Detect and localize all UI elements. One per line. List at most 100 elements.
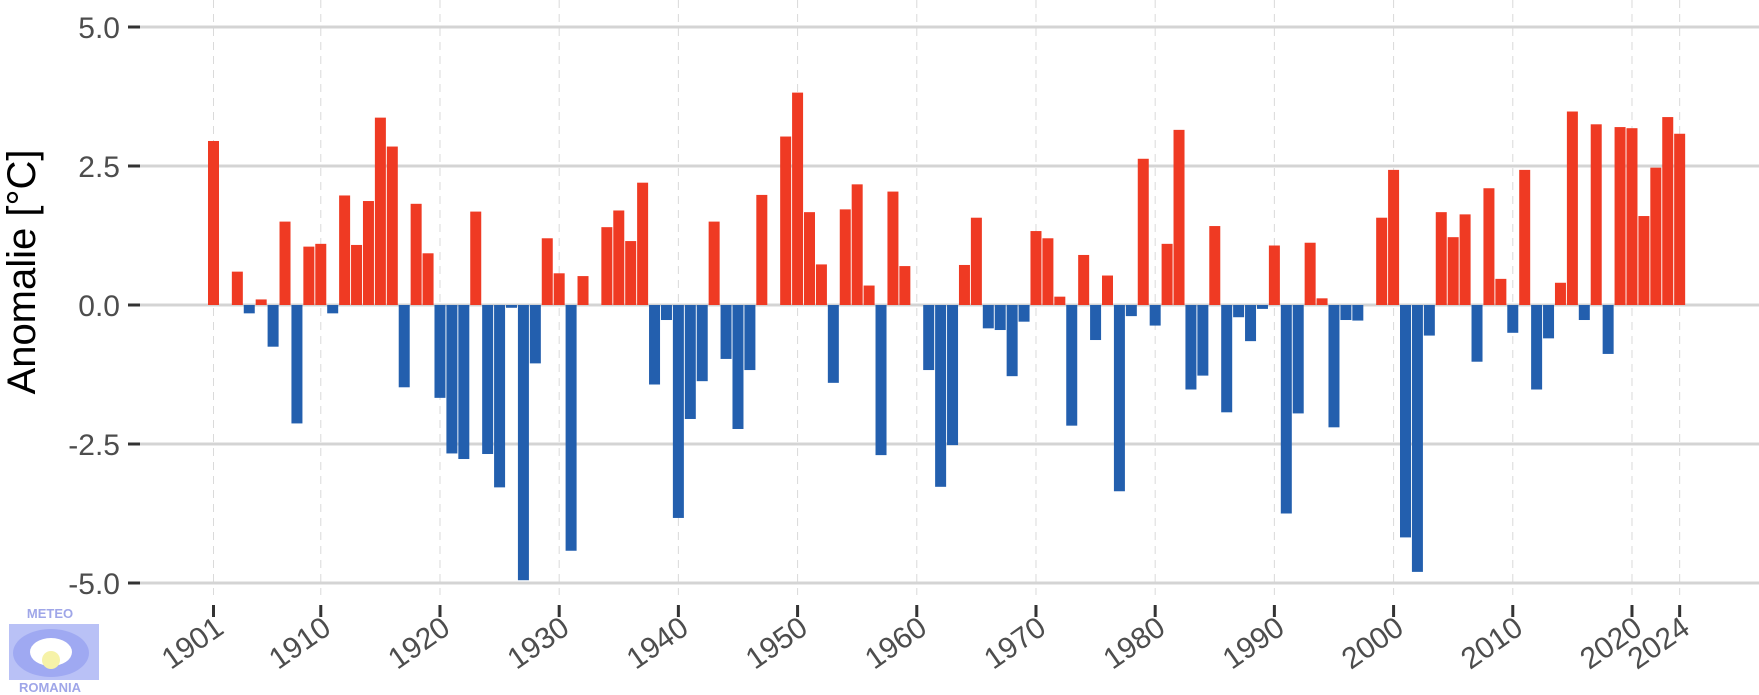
bar-1941 [684,305,696,419]
bar-1940 [672,305,684,518]
bar-2008 [1483,188,1495,305]
bar-1966 [982,305,994,329]
bar-1920 [434,305,446,398]
bar-2000 [1388,169,1400,305]
bar-1999 [1376,217,1388,305]
bar-1943 [708,221,720,305]
bar-1986 [1221,305,1233,413]
bar-2013 [1543,305,1555,339]
bar-1908 [291,305,303,424]
bar-1969 [1018,305,1030,322]
x-tick-label: 1940 [621,611,695,676]
x-tick-label: 2000 [1336,611,1410,676]
bar-1990 [1268,245,1280,305]
bar-1930 [553,273,565,305]
bar-1974 [1078,254,1090,305]
bar-1903 [231,271,243,305]
bar-1939 [660,305,672,321]
bar-1934 [601,227,613,305]
bar-1964 [958,264,970,305]
x-tick-label: 1990 [1217,611,1291,676]
x-tick-label: 1950 [740,611,814,676]
bar-2016 [1578,305,1590,321]
bar-1914 [362,201,374,305]
bar-2001 [1400,305,1411,538]
logo-top-text: METEO [27,606,73,621]
bar-1987 [1233,305,1245,318]
bar-1965 [970,217,982,305]
bars-layer [208,92,1686,581]
bar-1983 [1185,305,1197,390]
bar-1981 [1161,243,1173,305]
bar-1936 [625,241,637,305]
bar-1932 [577,276,589,305]
y-axis-label: Anomalie [°C] [0,150,44,395]
bar-1945 [732,305,744,429]
bar-1927 [517,305,529,581]
bar-1997 [1352,305,1364,321]
bar-2003 [1423,305,1435,336]
bar-1905 [255,299,267,305]
bar-1904 [243,305,255,314]
logo-bottom-text: ROMANIA [19,680,82,694]
bar-1961 [923,305,935,371]
x-tick-label: 1920 [382,611,456,676]
bar-1922 [458,305,470,460]
bar-1976 [1102,275,1113,305]
bar-1931 [565,305,577,551]
bar-1953 [827,305,839,383]
bar-1975 [1090,305,1102,341]
bar-1925 [494,305,506,488]
bar-1967 [994,305,1006,331]
bar-2020 [1626,128,1638,305]
x-tick-label: 2010 [1455,611,1529,676]
x-tick-label: 1901 [156,611,230,676]
bar-1956 [863,285,875,305]
meteo-romania-logo: METEO ROMANIA [9,606,99,694]
bar-1916 [386,146,398,305]
bar-1954 [839,209,851,305]
bar-1959 [899,266,911,305]
bar-1929 [541,238,553,305]
bar-2015 [1566,111,1578,306]
bar-1971 [1042,238,1054,305]
bar-1992 [1292,305,1304,414]
x-tick-label: 1980 [1098,611,1172,676]
y-tick-label: 5.0 [78,12,120,45]
bar-2014 [1554,282,1566,305]
bar-1952 [815,264,827,305]
bar-2023 [1662,117,1674,306]
bar-1946 [744,305,756,371]
bar-1991 [1280,305,1292,514]
bar-1919 [422,253,434,305]
x-tick-label: 1970 [978,611,1052,676]
bar-1901 [208,140,219,305]
bar-1993 [1304,242,1316,305]
bar-1995 [1328,305,1340,428]
bar-2022 [1650,167,1662,305]
bar-2011 [1519,169,1531,305]
bar-1989 [1256,305,1268,309]
bar-1926 [506,305,517,308]
bar-1979 [1137,158,1149,305]
bar-1972 [1054,296,1066,305]
bar-1978 [1125,305,1137,317]
bar-2005 [1447,237,1459,305]
bar-1973 [1066,305,1078,426]
bar-1968 [1006,305,1018,377]
bar-1996 [1340,305,1352,321]
bar-1935 [613,210,625,305]
bar-1910 [315,243,327,305]
bar-1955 [851,184,863,305]
bar-2012 [1531,305,1543,390]
bar-2018 [1602,305,1614,354]
bar-2019 [1614,127,1626,305]
y-tick-label: -2.5 [68,429,120,462]
bar-2004 [1435,212,1447,305]
x-tick-label: 1960 [859,611,933,676]
bar-2017 [1590,124,1602,305]
bar-1917 [398,305,410,388]
bar-1942 [696,305,708,382]
bar-1907 [279,221,291,305]
bar-1957 [875,305,887,456]
